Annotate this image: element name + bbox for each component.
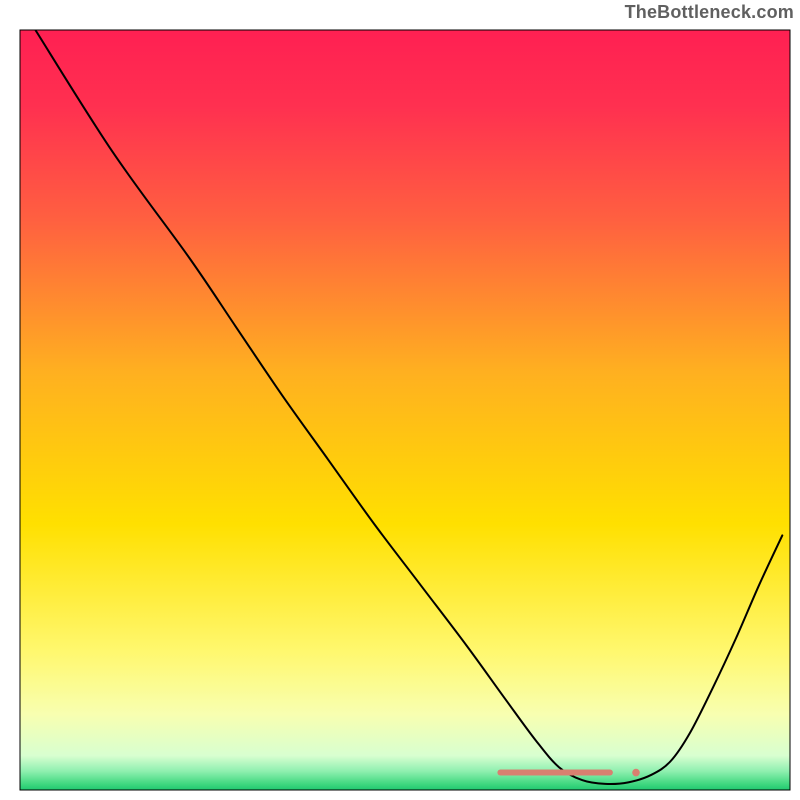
optimal-range-dot bbox=[632, 769, 640, 777]
plot-area bbox=[20, 30, 790, 790]
bottleneck-chart bbox=[0, 0, 800, 800]
chart-container: TheBottleneck.com bbox=[0, 0, 800, 800]
optimal-range-bar bbox=[497, 770, 613, 776]
gradient-background bbox=[20, 30, 790, 790]
